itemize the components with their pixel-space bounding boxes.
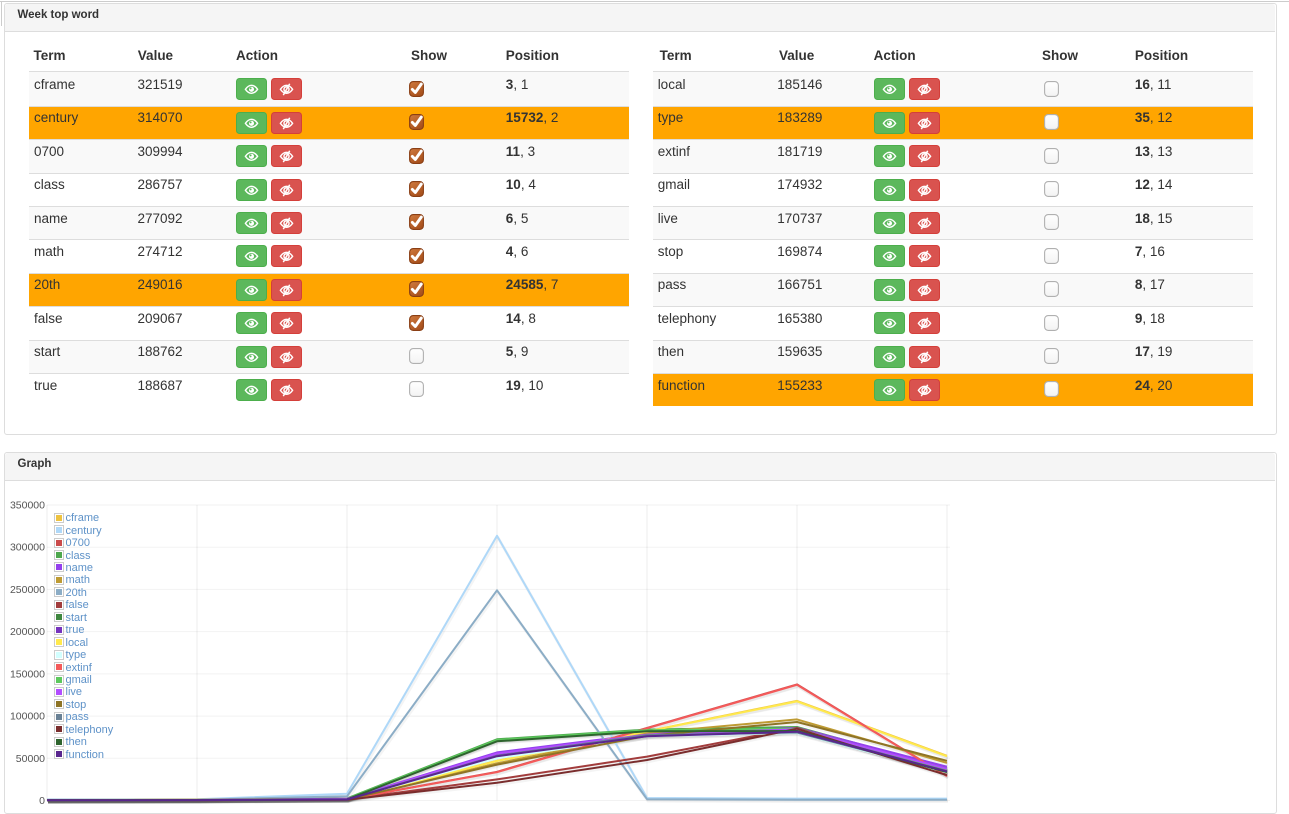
svg-text:250000: 250000 — [10, 584, 45, 596]
svg-text:50000: 50000 — [16, 753, 45, 765]
svg-text:350000: 350000 — [10, 500, 45, 512]
svg-text:200000: 200000 — [10, 626, 45, 638]
svg-text:100000: 100000 — [10, 711, 45, 723]
svg-text:300000: 300000 — [10, 542, 45, 554]
svg-text:0: 0 — [39, 795, 45, 807]
svg-text:150000: 150000 — [10, 668, 45, 680]
